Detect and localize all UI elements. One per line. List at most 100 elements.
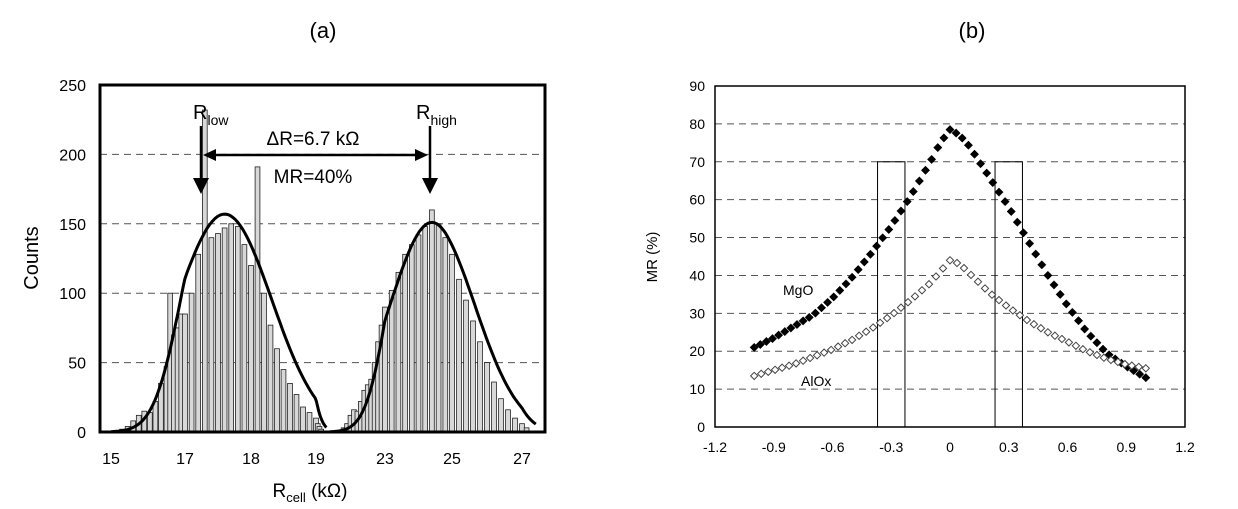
histogram-bar-high <box>429 209 435 433</box>
panel-b-point-mgo <box>774 330 784 340</box>
panel-b-point-alox <box>980 284 990 293</box>
panel-b-x-tick-labels: -1.2 -0.9 -0.6 -0.3 0 0.3 0.6 0.9 1.2 <box>703 439 1195 455</box>
panel-b-point-alox <box>1134 362 1144 372</box>
r-high-annotation: Rhigh <box>416 102 457 194</box>
histogram-bar-low <box>306 412 313 433</box>
panel-b: (b) 0 10 20 30 40 50 60 70 80 90 -1.2 -0.9 -0.6 -0.3… <box>644 18 1195 455</box>
panel-b-x-tick-label: -0.3 <box>879 439 903 455</box>
panel-b-point-mgo <box>1098 344 1108 354</box>
panel-b-point-alox <box>1085 347 1095 357</box>
panel-b-point-alox <box>1078 344 1088 354</box>
delta-r-annotation: ΔR=6.7 kΩ <box>267 129 360 150</box>
panel-b-point-mgo <box>890 215 900 226</box>
panel-b-point-alox <box>784 361 794 371</box>
histogram-bar-high <box>435 223 442 433</box>
panel-b-point-mgo <box>859 257 869 267</box>
panel-a-x-tick-label: 17 <box>176 451 194 468</box>
panel-b-point-alox <box>910 292 920 301</box>
panel-a-y-tick-label: 200 <box>59 147 86 164</box>
r-high-arrowhead <box>422 178 438 194</box>
panel-b-point-alox <box>875 318 885 328</box>
panel-a-y-tick-label: 250 <box>59 78 86 95</box>
panel-b-point-mgo <box>951 128 961 138</box>
panel-b-point-alox <box>903 297 913 307</box>
panel-b-point-mgo <box>1025 238 1035 249</box>
histogram-bar-low <box>300 406 306 433</box>
panel-b-point-alox <box>889 308 899 318</box>
panel-b-rect-marker <box>877 161 906 428</box>
histogram-bar-high <box>512 417 518 433</box>
panel-b-point-mgo <box>963 140 973 150</box>
histogram-bar-high <box>395 271 402 433</box>
panel-b-point-mgo <box>749 342 759 352</box>
panel-b-x-tick-label: 0.3 <box>999 439 1019 455</box>
panel-b-x-tick-label: 0.9 <box>1117 439 1137 455</box>
panel-b-point-mgo <box>755 339 765 350</box>
panel-b-x-tick-label: 0.6 <box>1058 439 1078 455</box>
delta-r-double-arrow <box>203 149 428 161</box>
histogram-bar-low <box>293 394 300 433</box>
panel-b-point-mgo <box>786 323 796 333</box>
panel-b-y-tick-label: 50 <box>689 230 705 246</box>
panel-b-point-mgo <box>761 336 771 347</box>
panel-b-point-mgo <box>939 133 949 143</box>
gaussian-fit-high <box>329 220 537 434</box>
panel-b-point-alox <box>770 365 780 375</box>
panel-b-x-tick-label: 0 <box>946 439 954 455</box>
panel-b-series <box>749 125 1151 383</box>
panel-b-point-alox <box>791 359 801 368</box>
panel-b-point-alox <box>798 356 808 366</box>
panel-b-point-mgo <box>1055 289 1065 299</box>
panel-b-point-alox <box>1092 350 1102 360</box>
panel-b-y-tick-label: 70 <box>689 154 705 170</box>
panel-b-point-mgo <box>902 197 912 207</box>
histogram-bar-high <box>415 234 422 433</box>
histogram-bar-low <box>274 348 280 433</box>
panel-a-x-tick-label: 18 <box>242 451 260 468</box>
histogram-bar-high <box>491 381 497 433</box>
panel-b-point-mgo <box>810 308 820 318</box>
panel-b-point-alox <box>777 363 787 373</box>
panel-b-point-alox <box>882 313 892 323</box>
panel-b-point-alox <box>994 295 1004 305</box>
histogram-bar-high <box>408 244 415 433</box>
panel-b-point-alox <box>1029 319 1039 329</box>
panel-a-x-tick-label: 25 <box>443 451 461 468</box>
panel-b-point-mgo <box>792 319 802 330</box>
panel-b-point-mgo <box>914 176 924 186</box>
panel-b-point-alox <box>1113 357 1123 367</box>
panel-a-x-tick-labels: 15 17 18 19 23 25 27 <box>102 451 531 468</box>
panel-b-point-alox <box>805 353 815 363</box>
panel-b-point-alox <box>763 367 773 377</box>
panel-b-point-alox <box>868 323 878 332</box>
panel-a-x-axis-label-sub: cell <box>286 490 306 505</box>
panel-b-point-alox <box>756 369 766 379</box>
panel-b-point-mgo <box>853 265 863 275</box>
panel-b-point-alox <box>1022 315 1032 325</box>
histogram-bar-low <box>221 227 228 433</box>
histogram-bar-low <box>188 292 195 433</box>
r-low-annotation: Rlow <box>193 102 229 194</box>
panel-a-gaussian-fits <box>110 212 537 434</box>
panel-b-point-alox <box>1008 306 1018 315</box>
panel-b-point-alox <box>1043 327 1053 337</box>
histogram-bar-low <box>280 369 287 433</box>
panel-b-point-mgo <box>908 187 918 197</box>
histogram-bar-low <box>287 383 293 433</box>
histogram-bar-low <box>234 226 241 433</box>
r-high-label: Rhigh <box>416 102 457 128</box>
panel-b-x-tick-label: -1.2 <box>703 439 727 455</box>
panel-b-point-alox <box>861 327 871 337</box>
r-low-label: Rlow <box>193 102 229 128</box>
histogram-bar-low <box>201 109 208 433</box>
histogram-bar-low <box>195 253 202 433</box>
panel-b-y-tick-label: 20 <box>689 343 705 359</box>
panel-b-point-alox <box>819 348 829 357</box>
panel-b-y-axis-label: MR (%) <box>644 232 661 283</box>
panel-b-point-mgo <box>896 206 906 216</box>
histogram-bar-low <box>261 292 267 433</box>
panel-b-point-mgo <box>1073 316 1084 326</box>
panel-b-point-alox <box>1127 361 1137 370</box>
panel-a-x-tick-label: 23 <box>376 451 394 468</box>
panel-b-point-mgo <box>1061 299 1071 309</box>
